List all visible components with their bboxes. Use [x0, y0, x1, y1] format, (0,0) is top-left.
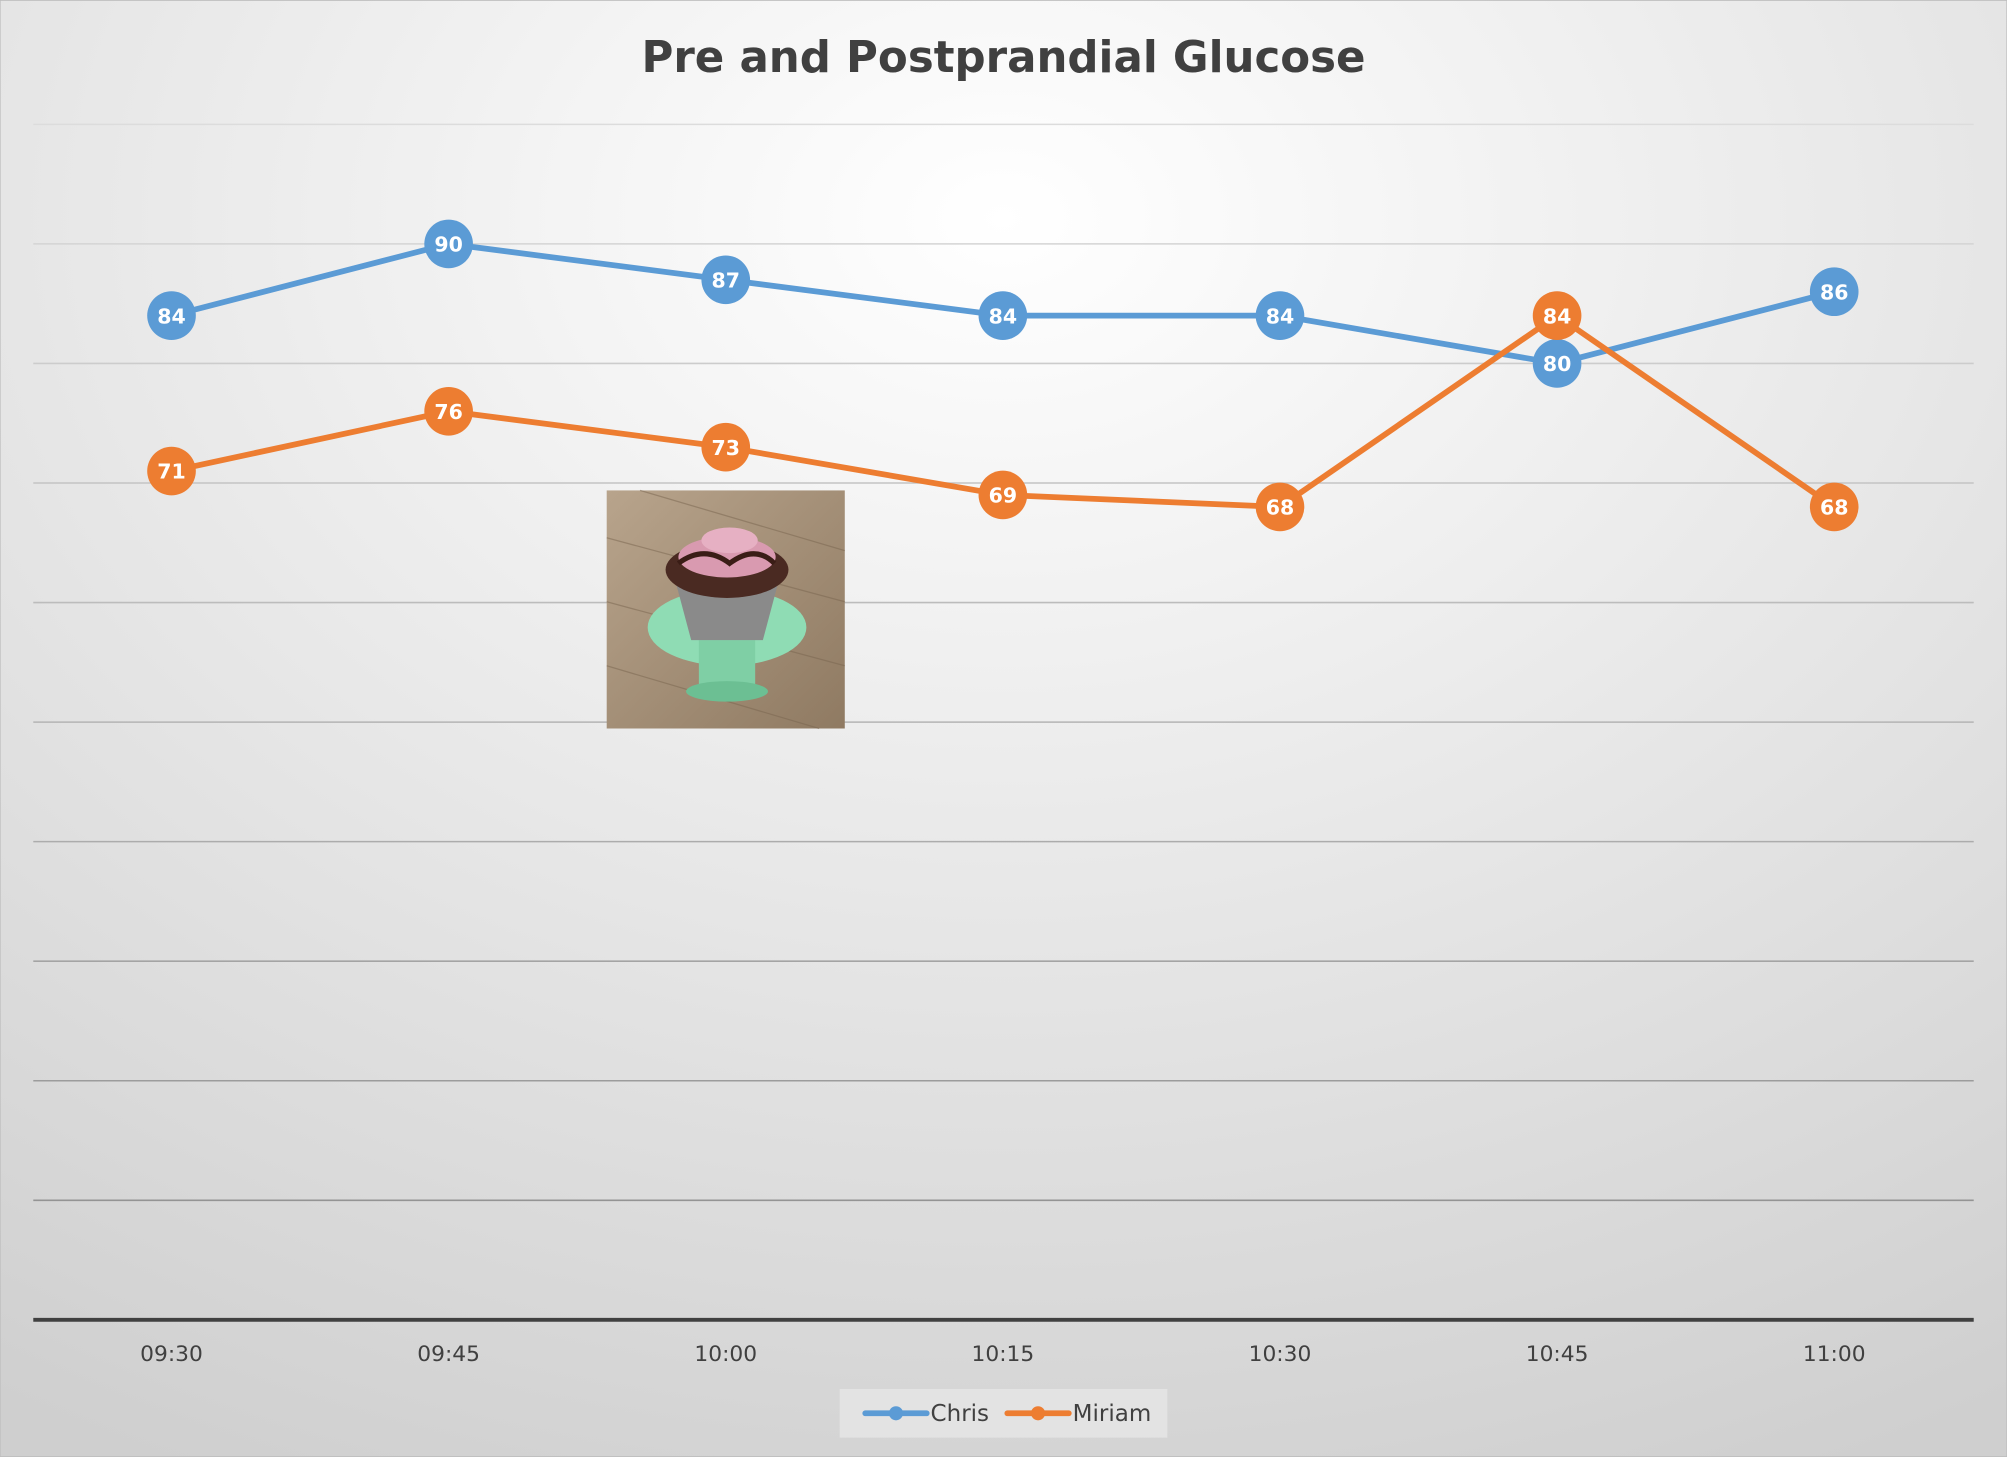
- cupcake-photo: [606, 489, 845, 730]
- data-point: [701, 255, 751, 305]
- legend-entry: Chris: [931, 1401, 990, 1427]
- data-label: 84: [1543, 304, 1571, 328]
- data-label: 71: [157, 460, 185, 484]
- data-point: [978, 470, 1028, 520]
- data-label: 68: [1820, 496, 1848, 520]
- data-label: 80: [1543, 352, 1571, 376]
- data-point: [1532, 291, 1582, 340]
- data-label: 90: [434, 233, 462, 257]
- data-point: [701, 422, 751, 472]
- x-tick-label: 10:45: [1526, 1342, 1589, 1367]
- x-tick-label: 09:30: [140, 1342, 203, 1367]
- legend: Chris Miriam: [839, 1388, 1168, 1438]
- data-label: 76: [434, 400, 462, 424]
- x-tick-label: 11:00: [1803, 1342, 1866, 1367]
- series-lines: 84 90 87 84 84 80 86 71 76 73 69 68 84 68: [147, 219, 1859, 532]
- data-point: [978, 291, 1028, 340]
- data-point: [1255, 482, 1305, 532]
- gridlines: [33, 123, 1974, 1322]
- data-label: 84: [1266, 304, 1294, 328]
- data-point: [1255, 291, 1305, 340]
- data-point: [1809, 267, 1859, 317]
- data-label: 69: [989, 484, 1017, 508]
- markers-chris: 84 90 87 84 84 80 86: [147, 219, 1859, 388]
- data-label: 84: [157, 304, 185, 328]
- data-label: 87: [712, 268, 740, 292]
- data-point: [1532, 339, 1582, 388]
- data-point: [147, 446, 196, 496]
- data-label: 73: [712, 436, 740, 460]
- data-point: [1809, 482, 1859, 532]
- markers-miriam: 71 76 73 69 68 84 68: [147, 291, 1859, 532]
- data-point: [147, 291, 196, 340]
- x-axis-ticks: 09:30 09:45 10:00 10:15 10:30 10:45 11:00: [140, 1342, 1865, 1367]
- legend-marker-icon: [888, 1406, 904, 1421]
- x-tick-label: 10:30: [1249, 1342, 1312, 1367]
- data-label: 86: [1820, 280, 1848, 304]
- x-tick-label: 10:15: [972, 1342, 1035, 1367]
- data-label: 84: [989, 304, 1017, 328]
- chart-title: Pre and Postprandial Glucose: [641, 33, 1365, 83]
- data-point: [424, 386, 473, 436]
- data-point: [424, 219, 473, 269]
- legend-entry: Miriam: [1073, 1401, 1152, 1427]
- x-tick-label: 09:45: [417, 1342, 480, 1367]
- legend-marker-icon: [1031, 1406, 1046, 1421]
- x-tick-label: 10:00: [694, 1342, 757, 1367]
- data-label: 68: [1266, 496, 1294, 520]
